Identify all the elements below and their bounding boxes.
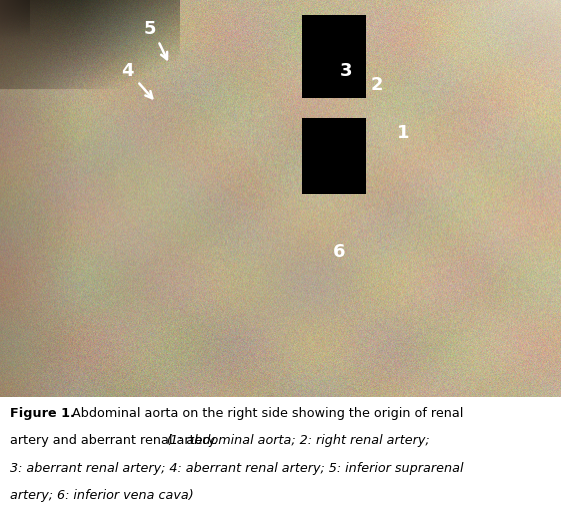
Text: 2: 2 xyxy=(371,76,383,94)
Text: Abdominal aorta on the right side showing the origin of renal: Abdominal aorta on the right side showin… xyxy=(68,407,463,420)
Text: 6: 6 xyxy=(333,243,346,261)
Text: (: ( xyxy=(163,434,172,447)
Text: Figure 1.: Figure 1. xyxy=(10,407,75,420)
Bar xyxy=(302,15,366,99)
Text: 5: 5 xyxy=(144,20,157,38)
Text: 4: 4 xyxy=(122,62,134,80)
Text: 3: aberrant renal artery; 4: aberrant renal artery; 5: inferior suprarenal: 3: aberrant renal artery; 4: aberrant re… xyxy=(10,462,463,475)
Text: 1: abdominal aorta; 2: right renal artery;: 1: abdominal aorta; 2: right renal arter… xyxy=(171,434,430,447)
Text: artery and aberrant renal artery.: artery and aberrant renal artery. xyxy=(10,434,218,447)
Text: artery; 6: inferior vena cava): artery; 6: inferior vena cava) xyxy=(10,489,194,502)
Bar xyxy=(302,117,366,194)
Text: 1: 1 xyxy=(397,124,409,142)
Text: 3: 3 xyxy=(340,62,352,80)
